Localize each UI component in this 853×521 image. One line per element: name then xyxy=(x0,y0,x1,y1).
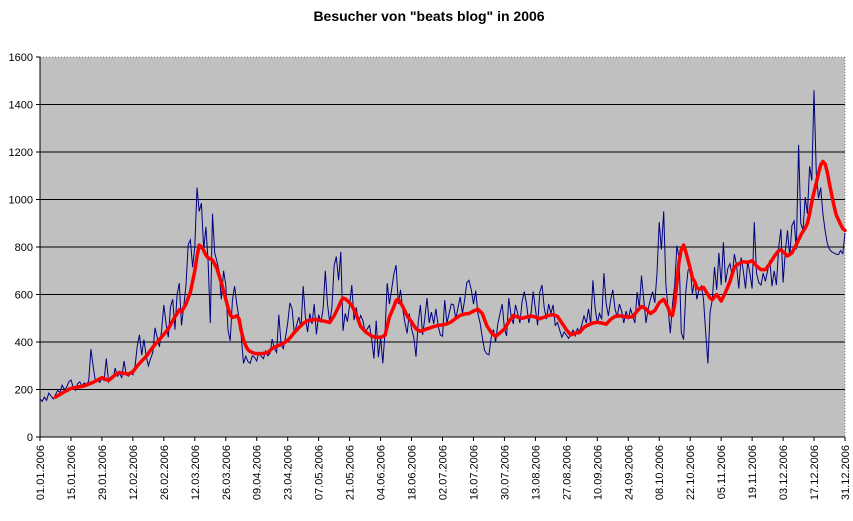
x-axis-label: 27.08.2006 xyxy=(561,445,573,500)
x-axis-label: 17.12.2006 xyxy=(809,445,821,500)
y-axis-label: 800 xyxy=(15,242,33,254)
y-axis-label: 0 xyxy=(27,432,33,444)
x-axis-label: 21.05.2006 xyxy=(345,445,357,500)
x-axis-label: 08.10.2006 xyxy=(654,445,666,500)
y-axis-label: 1400 xyxy=(9,100,33,112)
x-axis-label: 18.06.2006 xyxy=(407,445,419,500)
x-axis-label: 09.04.2006 xyxy=(252,445,264,500)
y-axis-label: 200 xyxy=(15,385,33,397)
y-axis-label: 1600 xyxy=(9,52,33,64)
x-axis-label: 16.07.2006 xyxy=(468,445,480,500)
x-axis-label: 31.12.2006 xyxy=(840,445,852,500)
x-axis-label: 12.02.2006 xyxy=(128,445,140,500)
y-axis-label: 1000 xyxy=(9,195,33,207)
x-axis-label: 19.11.2006 xyxy=(747,445,759,499)
chart-title: Besucher von "beats blog" in 2006 xyxy=(313,8,544,24)
x-axis-label: 26.03.2006 xyxy=(221,445,233,500)
x-axis-label: 22.10.2006 xyxy=(685,445,697,500)
x-axis-label: 01.01.2006 xyxy=(35,445,47,500)
x-axis-label: 13.08.2006 xyxy=(530,445,542,500)
x-axis-label: 04.06.2006 xyxy=(376,445,388,500)
x-axis-label: 02.07.2006 xyxy=(438,445,450,500)
x-axis-label: 23.04.2006 xyxy=(283,445,295,500)
x-axis-label: 24.09.2006 xyxy=(623,445,635,500)
x-axis-label: 30.07.2006 xyxy=(499,445,511,500)
plot-layer: 0 200 400 600 800 1000 1200 1400 1600 01.01.2006 1… xyxy=(9,52,852,500)
x-axis-label: 05.11.2006 xyxy=(716,445,728,499)
y-axis-label: 1200 xyxy=(9,147,33,159)
x-axis-label: 29.01.2006 xyxy=(97,445,109,500)
x-axis-label: 03.12.2006 xyxy=(778,445,790,500)
x-axis-label: 10.09.2006 xyxy=(592,445,604,500)
moving-average-line xyxy=(53,159,847,399)
x-axis-label: 15.01.2006 xyxy=(66,445,78,500)
x-axis-label: 12.03.2006 xyxy=(190,445,202,500)
y-axis-label: 400 xyxy=(15,337,33,349)
x-axis-label: 07.05.2006 xyxy=(314,445,326,500)
x-axis-label: 26.02.2006 xyxy=(159,445,171,500)
y-axis-label: 600 xyxy=(15,290,33,302)
